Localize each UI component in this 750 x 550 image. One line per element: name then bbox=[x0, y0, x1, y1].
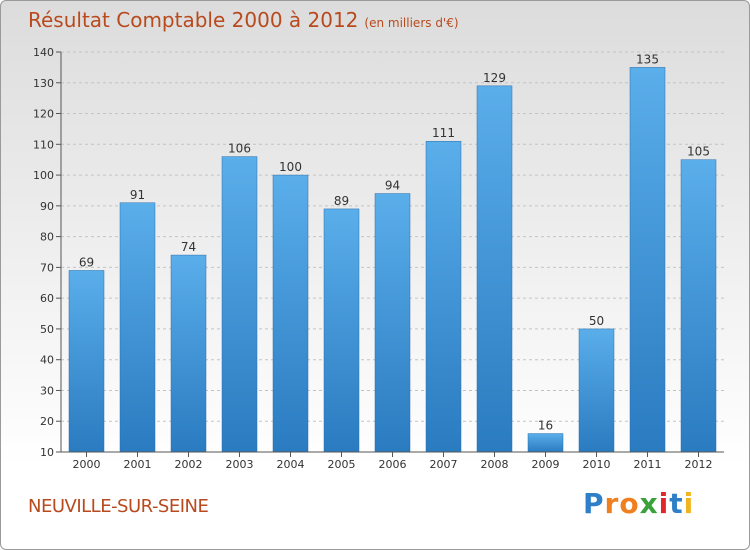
chart-title: Résultat Comptable 2000 à 2012 bbox=[28, 8, 359, 32]
bar-2001 bbox=[119, 202, 156, 453]
x-tick-label-2000: 2000 bbox=[73, 458, 101, 471]
bar-2007 bbox=[425, 140, 462, 453]
y-tick-label: 130 bbox=[33, 77, 54, 90]
chart-subtitle: (en milliers d'€) bbox=[364, 16, 459, 30]
bar-2009 bbox=[527, 433, 564, 453]
x-tick-label-2010: 2010 bbox=[583, 458, 611, 471]
bar-2006 bbox=[374, 193, 411, 453]
logo-letter: o bbox=[619, 487, 640, 520]
logo-letter: P bbox=[583, 487, 605, 520]
bar-value-label-2012: 105 bbox=[687, 145, 710, 159]
axes bbox=[60, 52, 724, 453]
x-tick-label-2007: 2007 bbox=[430, 458, 458, 471]
logo-letter: i bbox=[683, 487, 695, 520]
x-tick-label-2005: 2005 bbox=[328, 458, 356, 471]
bars: 69 2000 91 2001 74 2002 106 2003 100 2004 89 2005 94… bbox=[68, 52, 717, 471]
x-tick-label-2004: 2004 bbox=[277, 458, 305, 471]
x-tick-label-2008: 2008 bbox=[481, 458, 509, 471]
y-tick-label: 10 bbox=[40, 446, 54, 459]
bar-value-label-2002: 74 bbox=[181, 240, 196, 254]
bar-value-label-2010: 50 bbox=[589, 314, 604, 328]
y-tick-label: 60 bbox=[40, 292, 54, 305]
y-tick-label: 140 bbox=[33, 46, 54, 59]
y-tick-label: 30 bbox=[40, 384, 54, 397]
bar-value-label-2005: 89 bbox=[334, 194, 349, 208]
logo-letter: x bbox=[639, 487, 659, 520]
bar-2010 bbox=[578, 328, 615, 453]
x-tick-label-2012: 2012 bbox=[685, 458, 713, 471]
bar-value-label-2006: 94 bbox=[385, 179, 400, 193]
bar-value-label-2008: 129 bbox=[483, 71, 506, 85]
bar-value-label-2001: 91 bbox=[130, 188, 145, 202]
x-tick-label-2002: 2002 bbox=[175, 458, 203, 471]
y-tick-label: 80 bbox=[40, 231, 54, 244]
logo-letter: i bbox=[658, 487, 670, 520]
bar-value-label-2007: 111 bbox=[432, 126, 455, 140]
logo-letter: r bbox=[604, 487, 620, 520]
y-tick-label: 20 bbox=[40, 415, 54, 428]
place-name: NEUVILLE-SUR-SEINE bbox=[28, 496, 209, 517]
y-tick-label: 120 bbox=[33, 108, 54, 121]
y-tick-label: 110 bbox=[33, 138, 54, 151]
proxiti-logo[interactable]: Proxiti bbox=[583, 487, 694, 520]
y-tick-label: 40 bbox=[40, 354, 54, 367]
bar-value-label-2000: 69 bbox=[79, 255, 94, 269]
x-tick-label-2009: 2009 bbox=[532, 458, 560, 471]
y-tick-label: 90 bbox=[40, 200, 54, 213]
bar-value-label-2003: 106 bbox=[228, 142, 251, 156]
bar-value-label-2009: 16 bbox=[538, 419, 553, 433]
bar-2008 bbox=[476, 85, 513, 453]
bar-2005 bbox=[323, 208, 360, 453]
x-tick-label-2011: 2011 bbox=[634, 458, 662, 471]
bar-2004 bbox=[272, 174, 309, 453]
x-tick-label-2001: 2001 bbox=[124, 458, 152, 471]
bar-2003 bbox=[221, 156, 258, 453]
logo-letter: t bbox=[669, 487, 684, 520]
x-tick-label-2003: 2003 bbox=[226, 458, 254, 471]
bar-2012 bbox=[680, 159, 717, 453]
y-tick-label: 50 bbox=[40, 323, 54, 336]
bar-value-label-2011: 135 bbox=[636, 52, 659, 66]
y-tick-label: 70 bbox=[40, 261, 54, 274]
x-tick-label-2006: 2006 bbox=[379, 458, 407, 471]
bar-2002 bbox=[170, 254, 207, 453]
chart-title-block: Résultat Comptable 2000 à 2012 (en millie… bbox=[28, 8, 459, 32]
bar-value-label-2004: 100 bbox=[279, 160, 302, 174]
bar-2011 bbox=[629, 67, 666, 453]
y-tick-label: 100 bbox=[33, 169, 54, 182]
bar-2000 bbox=[68, 270, 105, 453]
